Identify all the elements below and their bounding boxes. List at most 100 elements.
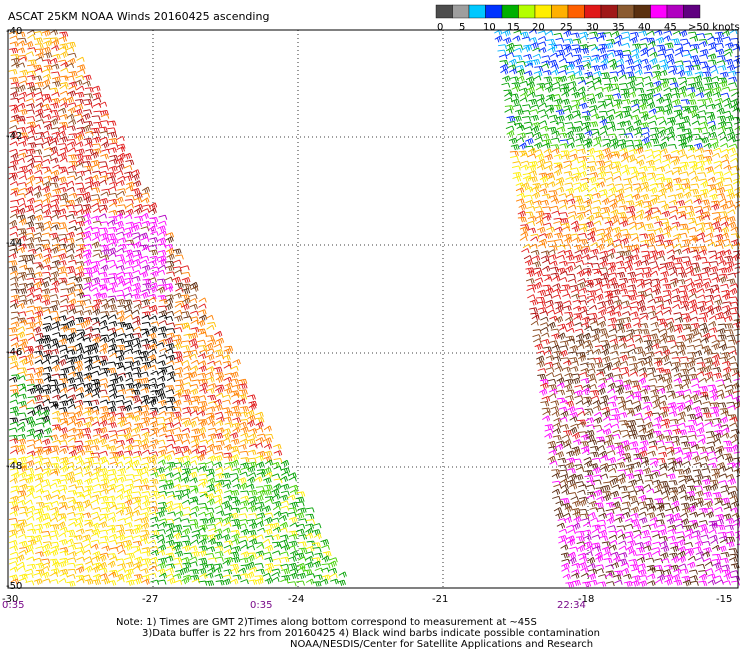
wind-barb — [710, 411, 720, 418]
wind-barb — [684, 550, 694, 557]
wind-barb — [190, 467, 199, 473]
wind-barb — [125, 357, 135, 363]
wind-barb — [189, 410, 199, 416]
wind-barb — [659, 465, 668, 471]
wind-barb — [158, 320, 168, 326]
wind-barb — [580, 47, 589, 54]
wind-barb — [599, 125, 609, 132]
wind-barb — [599, 193, 608, 199]
wind-barb — [116, 577, 125, 583]
wind-barb — [697, 446, 707, 452]
wind-barb — [157, 295, 167, 301]
wind-barb — [214, 551, 224, 557]
wind-barb — [642, 271, 652, 279]
wind-barb — [603, 557, 613, 564]
wind-barb — [624, 133, 634, 139]
wind-barb — [60, 420, 69, 426]
wind-barb — [189, 545, 198, 552]
wind-barb — [556, 49, 566, 56]
wind-barb — [697, 300, 707, 307]
wind-barb — [82, 512, 92, 519]
wind-barb — [35, 112, 44, 119]
wind-barb — [255, 534, 264, 540]
wind-barb — [605, 508, 615, 514]
wind-barb — [273, 450, 283, 456]
wind-barb — [541, 332, 550, 338]
wind-barb — [570, 423, 579, 429]
wind-barb — [124, 214, 133, 220]
wind-barb — [312, 581, 322, 587]
wind-barb — [198, 365, 207, 373]
wind-barb — [678, 429, 687, 436]
wind-barb — [230, 390, 240, 397]
wind-barb — [173, 392, 182, 399]
wind-barb — [733, 390, 740, 393]
wind-barb — [712, 367, 722, 373]
wind-barb — [27, 563, 37, 570]
wind-barb — [568, 473, 577, 481]
wind-barb — [93, 121, 103, 128]
wind-barb — [205, 461, 215, 467]
wind-barb — [180, 294, 190, 300]
wind-barb — [42, 59, 52, 65]
wind-barb — [652, 74, 661, 81]
wind-barb — [66, 377, 76, 384]
wind-barb — [131, 395, 141, 402]
wind-barb — [558, 469, 568, 475]
wind-barb — [239, 482, 248, 490]
wind-barb — [93, 249, 103, 255]
wind-barb — [730, 153, 739, 159]
wind-barb — [107, 127, 117, 133]
wind-barb — [619, 277, 629, 284]
wind-barb — [124, 339, 134, 346]
wind-barb — [255, 455, 264, 461]
wind-barb — [52, 81, 61, 87]
wind-barb — [622, 384, 632, 391]
wind-barb — [545, 299, 554, 306]
wind-barb — [654, 416, 663, 423]
wind-barb — [174, 433, 184, 440]
wind-barb — [26, 272, 36, 279]
wind-barb — [556, 377, 565, 385]
wind-barb — [726, 536, 736, 543]
wind-barb — [57, 176, 67, 183]
wind-barb — [66, 186, 75, 192]
wind-barb — [703, 491, 712, 498]
wind-barb — [560, 410, 569, 418]
wind-barb — [709, 388, 718, 396]
wind-barb — [27, 59, 37, 66]
wind-barb — [50, 530, 59, 536]
wind-barb — [18, 148, 28, 154]
wind-barb — [232, 523, 242, 530]
wind-barb — [9, 399, 19, 405]
wind-barb — [133, 303, 142, 310]
wind-barb — [663, 30, 673, 36]
wind-barb — [18, 465, 28, 473]
wind-barb — [182, 545, 191, 552]
wind-barb — [68, 415, 78, 422]
wind-barb — [99, 405, 109, 412]
wind-barb — [607, 467, 617, 473]
wind-barb — [158, 557, 167, 564]
wind-barb — [19, 573, 28, 580]
wind-barb — [577, 232, 587, 238]
wind-barb — [180, 345, 190, 351]
wind-barb — [17, 311, 27, 317]
wind-barb — [263, 467, 272, 474]
wind-barb — [530, 236, 539, 242]
wind-barb — [644, 287, 653, 293]
wind-barb — [150, 490, 160, 497]
wind-barb — [711, 468, 721, 475]
wind-barb — [68, 210, 78, 216]
wind-barb — [43, 448, 52, 456]
wind-barb — [165, 567, 174, 574]
wind-barb — [199, 524, 208, 531]
wind-barb — [606, 309, 616, 317]
wind-barb — [600, 332, 610, 339]
wind-barb — [587, 557, 596, 565]
wind-barb — [50, 355, 60, 361]
wind-barb — [166, 360, 175, 366]
wind-barb — [42, 73, 52, 80]
wind-barb — [58, 359, 67, 367]
wind-barb — [550, 328, 560, 334]
